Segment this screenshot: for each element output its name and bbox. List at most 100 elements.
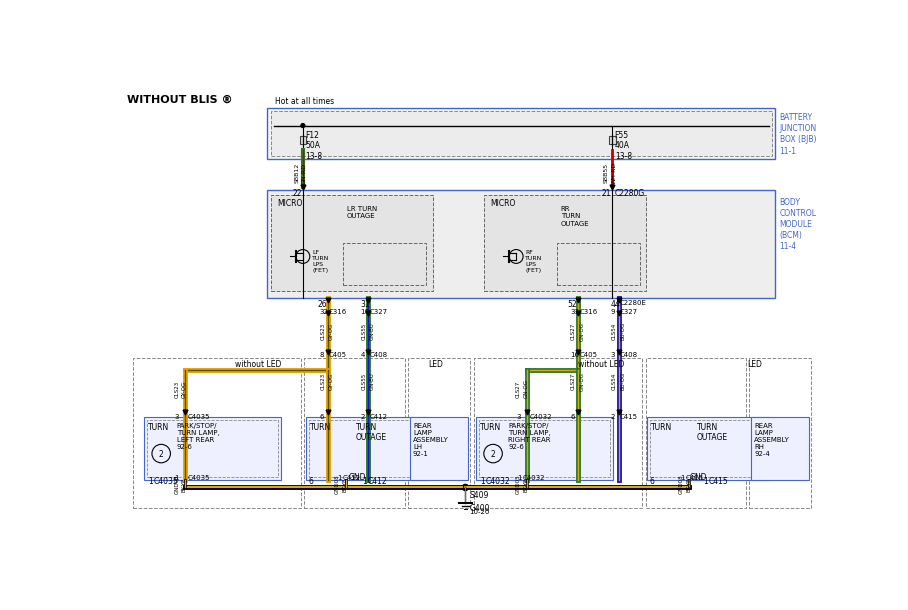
Text: 1: 1 [680, 475, 685, 481]
Text: 1: 1 [518, 475, 522, 481]
Text: 2: 2 [490, 450, 496, 459]
Bar [300, 137, 306, 144]
Bar [271, 111, 772, 156]
Text: S409: S409 [469, 490, 489, 500]
Text: without LED: without LED [235, 360, 281, 368]
Bar [474, 358, 642, 508]
Text: GND08: GND08 [335, 475, 340, 494]
Text: WITHOUT BLIS ®: WITHOUT BLIS ® [126, 95, 232, 105]
Text: 26: 26 [318, 300, 327, 309]
Text: CLS23: CLS23 [321, 323, 326, 340]
Text: 2: 2 [611, 414, 616, 420]
Bar [268, 108, 775, 159]
Text: C4035: C4035 [153, 478, 178, 486]
Bar [409, 358, 470, 508]
Text: without LED: without LED [577, 360, 624, 368]
Text: 9: 9 [611, 309, 616, 315]
Text: C408: C408 [370, 352, 388, 358]
Text: C408: C408 [620, 352, 638, 358]
Bar [147, 420, 278, 476]
Text: 1: 1 [704, 478, 708, 486]
Text: MICRO: MICRO [490, 199, 516, 208]
Text: CLS27: CLS27 [571, 373, 576, 390]
Bar [304, 358, 405, 508]
Text: F55
40A
13-8: F55 40A 13-8 [615, 131, 632, 161]
Text: 3: 3 [516, 414, 520, 420]
Text: TURN: TURN [480, 423, 501, 432]
Bar [410, 417, 468, 479]
Bar [476, 417, 613, 479]
Text: 32: 32 [320, 309, 329, 315]
Text: CLS23: CLS23 [174, 380, 179, 398]
Bar [647, 417, 769, 479]
Text: CLS55: CLS55 [361, 373, 367, 390]
Text: 6: 6 [570, 414, 575, 420]
Text: REAR
LAMP
ASSEMBLY
RH
92-4: REAR LAMP ASSEMBLY RH 92-4 [755, 423, 790, 457]
Bar [309, 420, 425, 476]
Text: BK-YE: BK-YE [182, 477, 187, 492]
Text: C2280G: C2280G [615, 188, 645, 198]
Text: C412: C412 [342, 475, 360, 481]
Text: BU-OG: BU-OG [620, 372, 625, 390]
Text: C4032: C4032 [529, 414, 552, 420]
Text: C316: C316 [329, 309, 348, 315]
Circle shape [301, 124, 305, 127]
Text: GND08: GND08 [678, 475, 684, 494]
Bar [484, 195, 646, 291]
Bar [749, 358, 811, 508]
Text: C405: C405 [579, 352, 597, 358]
Text: CLS54: CLS54 [612, 323, 617, 340]
Text: RR
TURN
OUTAGE: RR TURN OUTAGE [561, 206, 589, 227]
Text: 1: 1 [480, 478, 485, 486]
Text: CLS55: CLS55 [361, 323, 367, 340]
Text: GND: GND [689, 473, 707, 482]
Text: CLS54: CLS54 [612, 373, 617, 390]
Text: GND: GND [349, 473, 366, 482]
Text: 2: 2 [360, 414, 365, 420]
Circle shape [462, 484, 469, 490]
Text: C4032: C4032 [486, 478, 510, 486]
Text: GN-BU: GN-BU [370, 322, 375, 340]
Text: C2280E: C2280E [620, 300, 647, 306]
Text: TURN
OUTAGE: TURN OUTAGE [356, 423, 387, 442]
Text: C4032: C4032 [523, 475, 546, 481]
Bar [751, 417, 809, 479]
Text: 1: 1 [148, 478, 153, 486]
Text: CLS27: CLS27 [516, 380, 521, 398]
Text: LED: LED [747, 360, 763, 368]
Bar [144, 417, 281, 479]
Text: C327: C327 [620, 309, 638, 315]
Text: BATTERY
JUNCTION
BOX (BJB)
11-1: BATTERY JUNCTION BOX (BJB) 11-1 [779, 113, 817, 156]
Text: 1: 1 [337, 475, 341, 481]
Text: BU-OG: BU-OG [620, 322, 625, 340]
Text: C415: C415 [708, 478, 728, 486]
Text: 52: 52 [568, 300, 577, 309]
Text: TURN: TURN [310, 423, 331, 432]
Text: G400: G400 [469, 504, 489, 514]
Text: GND05: GND05 [174, 475, 179, 494]
Bar [271, 195, 433, 291]
Bar [646, 358, 745, 508]
Text: 3: 3 [174, 414, 179, 420]
Bar [479, 420, 610, 476]
Text: SBB12: SBB12 [294, 163, 300, 184]
Text: GN-OG: GN-OG [524, 379, 528, 398]
Text: BK-YE: BK-YE [343, 477, 348, 492]
Text: GY-OG: GY-OG [329, 373, 334, 390]
Text: 16: 16 [570, 352, 579, 358]
Text: 44: 44 [611, 300, 621, 309]
Text: LR TURN
OUTAGE: LR TURN OUTAGE [347, 206, 377, 219]
Text: SBB55: SBB55 [604, 163, 608, 184]
Text: 1: 1 [362, 478, 367, 486]
Bar [609, 137, 616, 144]
Text: CLS27: CLS27 [571, 323, 576, 340]
Text: 22: 22 [292, 188, 301, 198]
Text: TURN
OUTAGE: TURN OUTAGE [697, 423, 728, 442]
Text: 3: 3 [611, 352, 616, 358]
Text: C415: C415 [686, 475, 704, 481]
Bar [557, 243, 640, 285]
Text: GN-BU: GN-BU [370, 372, 375, 390]
Text: LF
TURN
LPS
(FET): LF TURN LPS (FET) [312, 250, 330, 273]
Text: REAR
LAMP
ASSEMBLY
LH
92-1: REAR LAMP ASSEMBLY LH 92-1 [413, 423, 449, 457]
Bar [133, 358, 301, 508]
